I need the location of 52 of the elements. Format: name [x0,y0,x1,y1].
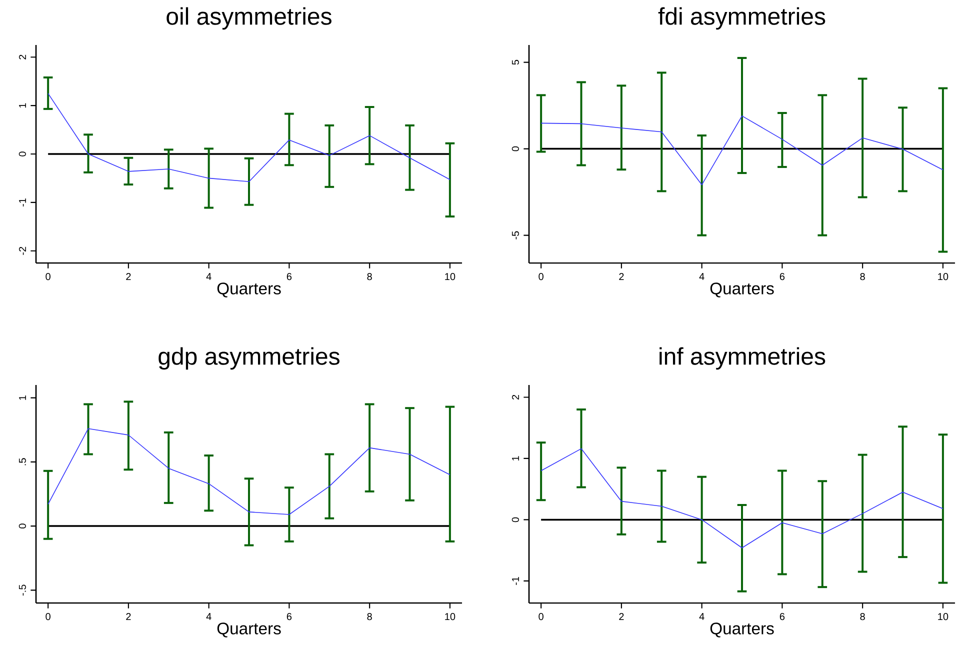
x-tick-label: 10 [445,273,456,280]
x-axis-title: Quarters [217,622,281,638]
x-tick-label: 0 [46,613,50,620]
y-tick-label: -1 [19,198,26,206]
x-tick-label: 8 [860,273,865,280]
y-tick-label: -1 [512,576,519,585]
x-tick-label: 6 [780,613,785,620]
line-series [540,448,944,548]
chart-title: oil asymmetries [166,7,332,30]
x-tick-label: 6 [286,613,292,620]
y-tick-label: 1 [19,103,26,108]
y-tick-label: .5 [18,458,26,466]
x-tick-label: 2 [619,273,624,280]
line-series [48,93,450,182]
x-tick-label: 4 [206,273,212,280]
x-tick-label: 8 [860,613,865,620]
x-tick-label: 8 [367,613,372,620]
line-series [48,428,450,515]
x-tick-label: 0 [538,273,544,280]
chart-title: gdp asymmetries [158,347,340,370]
y-tick-label: 2 [18,54,26,60]
x-tick-label: 2 [126,273,131,280]
y-tick-label: -5 [512,231,519,240]
x-tick-label: 4 [206,613,212,620]
y-tick-label: 0 [18,524,26,528]
y-tick-label: 2 [512,394,519,400]
y-tick-label: 5 [512,60,519,65]
y-tick-label: 0 [512,146,519,152]
x-tick-label: 8 [367,273,372,280]
x-tick-label: 0 [538,613,544,620]
x-tick-label: 10 [445,613,456,620]
x-tick-label: 6 [286,273,292,280]
y-tick-label: 0 [18,152,26,156]
x-tick-label: 10 [938,613,948,620]
line-series [540,116,944,186]
x-tick-label: 2 [126,613,131,620]
y-tick-label: 1 [19,396,26,400]
y-tick-label: -.5 [18,584,26,596]
x-tick-label: 4 [699,273,704,280]
x-tick-label: 4 [699,613,704,620]
x-tick-label: 2 [619,613,624,620]
chart-title: inf asymmetries [660,347,826,370]
chart-title: fdi asymmetries [658,7,826,30]
x-tick-label: 10 [938,273,948,280]
x-axis-title: Quarters [710,282,774,298]
x-tick-label: 6 [780,273,785,280]
y-tick-label: 1 [512,456,519,460]
x-axis-title: Quarters [217,282,281,298]
x-tick-label: 0 [46,273,50,280]
y-tick-label: 0 [512,517,519,522]
x-axis-title: Quarters [710,622,774,638]
y-tick-label: -2 [18,246,26,255]
